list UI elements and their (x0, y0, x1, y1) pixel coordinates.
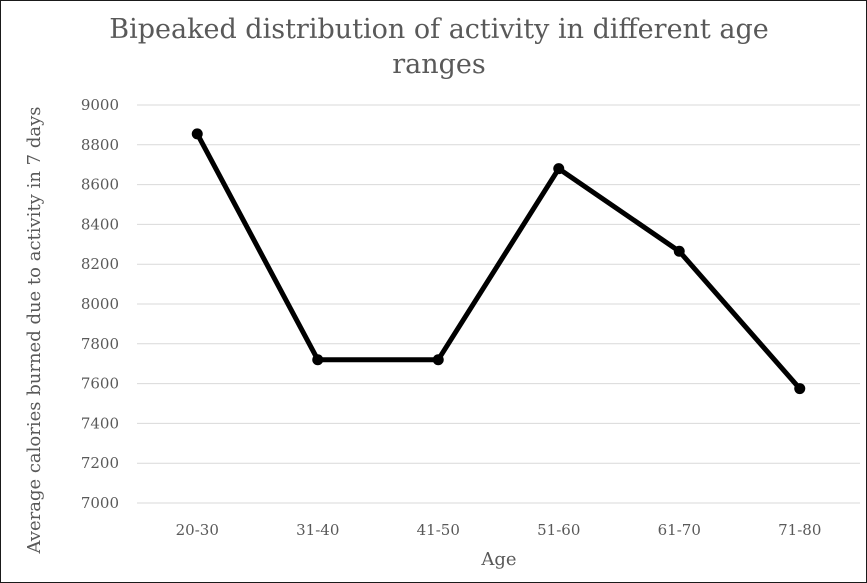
y-tick-label: 8200 (81, 255, 119, 273)
data-point (191, 128, 203, 140)
y-tick-label: 8000 (81, 295, 119, 313)
data-point (432, 354, 444, 366)
y-tick-label: 8800 (81, 136, 119, 154)
y-tick-label: 7000 (81, 494, 119, 512)
data-point (312, 354, 324, 366)
data-point (794, 383, 806, 395)
x-tick-label: 20-30 (176, 521, 219, 539)
y-tick-label: 8600 (81, 176, 119, 194)
data-point (553, 163, 565, 175)
y-tick-label: 9000 (81, 96, 119, 114)
y-tick-label: 7800 (81, 335, 119, 353)
y-tick-labels: 7000 7200 7400 7600 7800 8000 8200 8400 8600 8800… (81, 96, 119, 512)
data-point (673, 245, 685, 257)
x-tick-label: 51-60 (537, 521, 580, 539)
x-tick-label: 41-50 (417, 521, 460, 539)
y-tick-label: 8400 (81, 215, 119, 233)
x-tick-label: 31-40 (296, 521, 339, 539)
chart-title-line-1: Bipeaked distribution of activity in dif… (109, 14, 768, 45)
x-tick-label: 61-70 (658, 521, 701, 539)
chart-title-line-2: ranges (392, 49, 486, 80)
series (191, 128, 806, 395)
x-axis-label: Age (480, 549, 516, 570)
gridlines (137, 104, 860, 504)
series-line (194, 131, 803, 392)
y-axis-label: Average calories burned due to activity … (24, 107, 45, 555)
y-tick-label: 7400 (81, 414, 119, 432)
x-tick-label: 71-80 (778, 521, 821, 539)
y-tick-label: 7200 (81, 454, 119, 472)
x-tick-labels: 20-30 31-40 41-50 51-60 61-70 71-80 (176, 521, 822, 539)
y-tick-label: 7600 (81, 375, 119, 393)
